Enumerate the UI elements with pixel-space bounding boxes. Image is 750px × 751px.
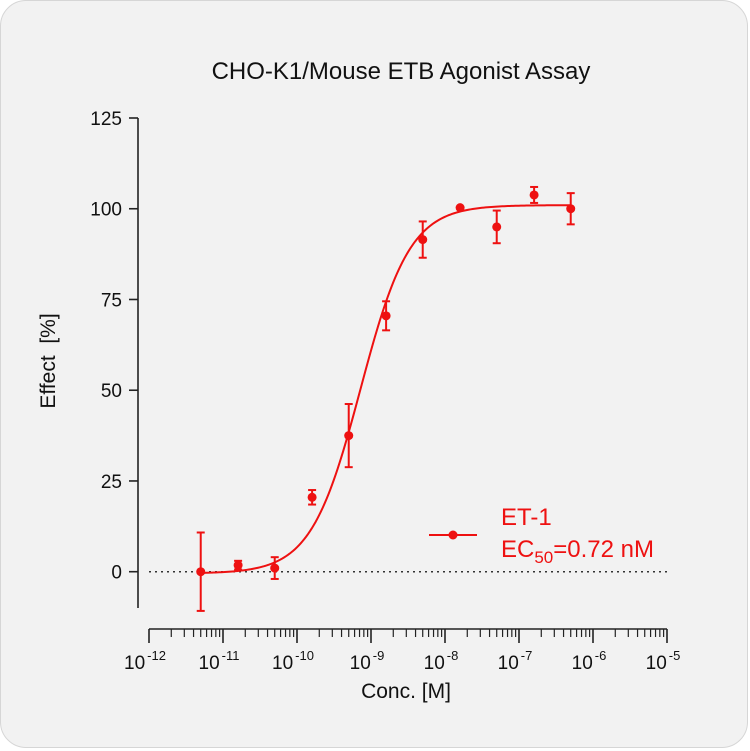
data-point xyxy=(196,567,206,577)
y-tick-label: 75 xyxy=(101,290,122,311)
y-axis-label: Effect [%] xyxy=(37,313,60,408)
data-point xyxy=(529,190,539,200)
legend-series-name: ET-1 xyxy=(501,504,552,531)
legend-ec-sub: 50 xyxy=(534,548,553,567)
y-tick-label: 25 xyxy=(101,472,122,493)
x-tick-label: 10 -6 xyxy=(572,648,607,674)
x-axis: 10 -12 10 -11 10 -10 10 -9 10 -8 10 -7 10 -6 10 -5 xyxy=(124,628,681,674)
data-point xyxy=(381,311,391,321)
x-tick-label: 10 -9 xyxy=(350,648,385,674)
data-points-et-1 xyxy=(196,185,576,612)
legend-point-symbol xyxy=(448,530,458,540)
chart-title: CHO-K1/Mouse ETB Agonist Assay xyxy=(212,58,591,85)
legend-ec-value: =0.72 nM xyxy=(553,536,654,563)
data-point xyxy=(307,492,317,502)
y-axis: 0 25 50 75 100 125 xyxy=(90,109,139,608)
x-tick-label: 10 -5 xyxy=(646,648,681,674)
x-tick-label: 10 -8 xyxy=(424,648,459,674)
y-tick-label: 125 xyxy=(90,109,122,130)
x-tick-label: 10 -12 xyxy=(124,648,166,674)
data-point xyxy=(492,222,502,232)
y-tick-label: 0 xyxy=(111,563,122,584)
data-point xyxy=(418,235,428,245)
x-tick-label: 10 -11 xyxy=(199,648,240,674)
legend-ec50-value: EC50=0.72 nM xyxy=(501,536,654,567)
legend-ec-prefix: EC xyxy=(501,536,534,563)
data-point xyxy=(566,204,576,214)
data-point xyxy=(270,563,280,573)
data-point xyxy=(233,560,243,570)
x-tick-label: 10 -10 xyxy=(272,648,314,674)
y-tick-label: 50 xyxy=(101,381,122,402)
y-tick-label: 100 xyxy=(90,200,122,221)
x-axis-label: Conc. [M] xyxy=(361,680,451,703)
data-point xyxy=(455,203,465,213)
x-tick-label: 10 -7 xyxy=(498,648,533,674)
data-point xyxy=(344,431,354,441)
legend: ET-1 EC50=0.72 nM xyxy=(429,504,654,567)
